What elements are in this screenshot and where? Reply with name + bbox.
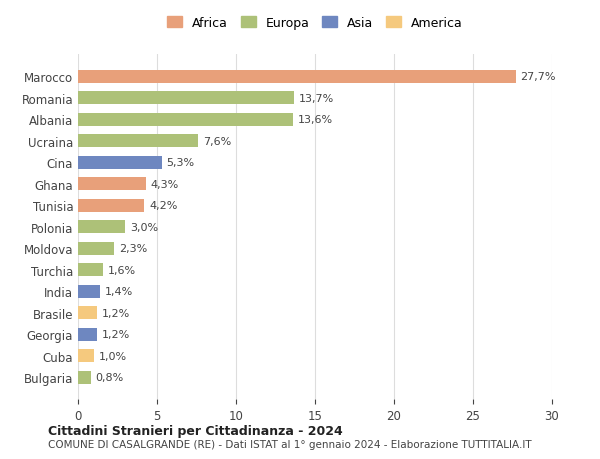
Text: 1,2%: 1,2% — [102, 308, 130, 318]
Bar — [78, 178, 146, 191]
Legend: Africa, Europa, Asia, America: Africa, Europa, Asia, America — [167, 17, 463, 29]
Bar — [78, 221, 125, 234]
Bar — [78, 371, 91, 384]
Bar — [78, 135, 198, 148]
Bar — [78, 263, 103, 276]
Text: 4,2%: 4,2% — [149, 201, 178, 211]
Bar — [78, 349, 94, 362]
Bar — [78, 285, 100, 298]
Text: 5,3%: 5,3% — [166, 158, 194, 168]
Text: 1,4%: 1,4% — [105, 286, 133, 297]
Text: 13,6%: 13,6% — [298, 115, 333, 125]
Bar — [78, 307, 97, 319]
Text: 1,6%: 1,6% — [108, 265, 136, 275]
Text: Cittadini Stranieri per Cittadinanza - 2024: Cittadini Stranieri per Cittadinanza - 2… — [48, 424, 343, 437]
Text: 27,7%: 27,7% — [520, 72, 556, 82]
Bar — [78, 113, 293, 127]
Text: COMUNE DI CASALGRANDE (RE) - Dati ISTAT al 1° gennaio 2024 - Elaborazione TUTTIT: COMUNE DI CASALGRANDE (RE) - Dati ISTAT … — [48, 440, 532, 449]
Text: 3,0%: 3,0% — [130, 222, 158, 232]
Bar — [78, 199, 145, 212]
Text: 1,0%: 1,0% — [98, 351, 127, 361]
Text: 4,3%: 4,3% — [151, 179, 179, 189]
Bar — [78, 92, 295, 105]
Text: 1,2%: 1,2% — [102, 330, 130, 339]
Bar — [78, 242, 115, 255]
Text: 7,6%: 7,6% — [203, 136, 231, 146]
Bar — [78, 157, 162, 169]
Text: 0,8%: 0,8% — [95, 372, 124, 382]
Text: 2,3%: 2,3% — [119, 244, 148, 254]
Text: 13,7%: 13,7% — [299, 94, 334, 104]
Bar — [78, 328, 97, 341]
Bar — [78, 71, 515, 84]
